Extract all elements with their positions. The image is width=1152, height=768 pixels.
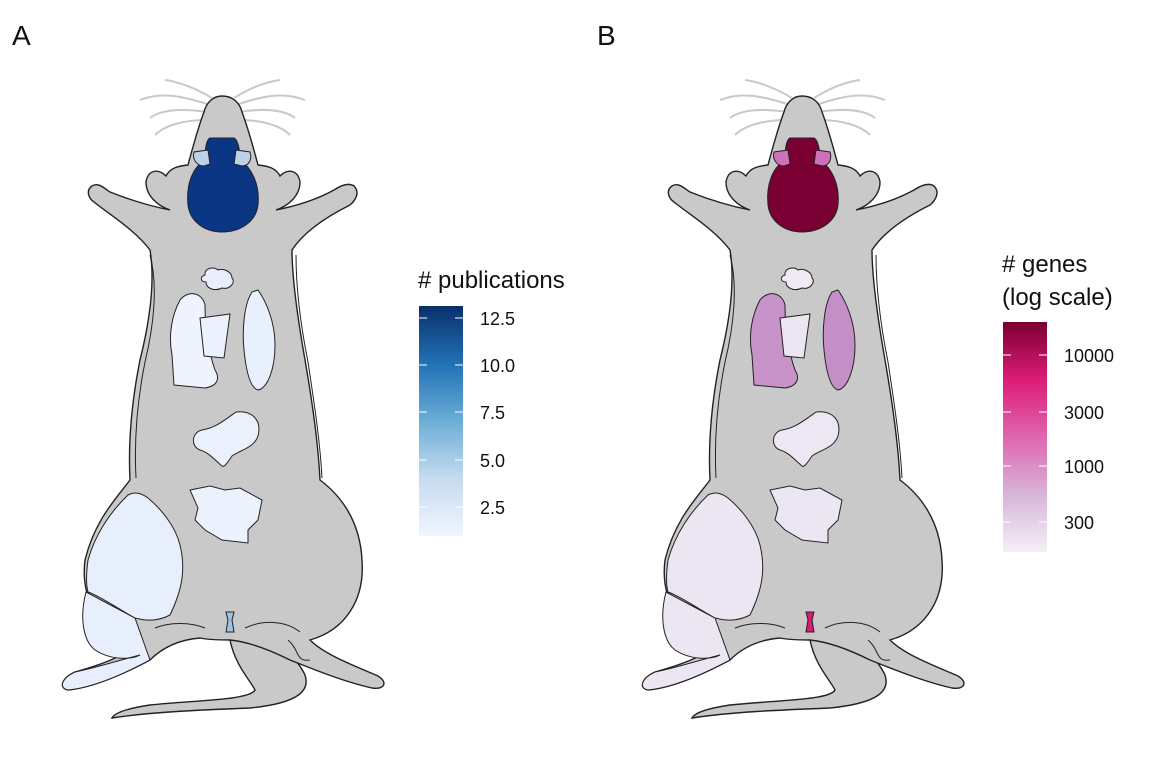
legend-b: # genes (log scale) 10000 3000 1000 300 [1002,251,1114,552]
panel-b: B # genes (log scale) [597,20,1114,719]
organ-stomach-a [193,411,260,467]
organ-lungs-a [200,267,234,291]
legend-tick-label: 7.5 [480,403,505,423]
legend-a: # publications 12.5 10.0 7.5 5.0 2.5 [418,267,565,536]
legend-colorbar-a [419,306,463,536]
legend-ticks-b [1003,354,1047,523]
organ-muscle-b [641,492,764,691]
organ-liver-left-b [749,293,798,389]
organ-heart-b [779,313,811,359]
legend-tick-label: 3000 [1064,403,1104,423]
panel-label-b: B [597,20,616,51]
organ-bladder-b [805,611,815,633]
legend-title-a: # publications [418,267,565,294]
organ-bladder-a [225,611,235,633]
legend-tick-label: 2.5 [480,498,505,518]
legend-tick-label: 300 [1064,513,1094,533]
organ-heart-a [199,313,231,359]
organs-a [61,137,276,691]
organ-olfactory-left-a [193,149,211,167]
legend-tick-label: 10.0 [480,356,515,376]
organ-olfactory-right-a [233,149,252,167]
legend-tick-label: 1000 [1064,457,1104,477]
organ-liver-left-a [169,293,218,389]
legend-tick-label: 12.5 [480,309,515,329]
panel-a: A # publications [12,20,565,719]
organ-muscle-a [61,492,184,691]
organ-lungs-b [780,267,814,291]
legend-title-b-line2: (log scale) [1002,284,1113,311]
organ-kidney-b [769,485,843,544]
legend-tick-label: 5.0 [480,451,505,471]
organs-b [641,137,856,691]
organ-stomach-b [773,411,840,467]
panel-label-a: A [12,20,31,51]
organ-liver-right-a [242,289,276,391]
legend-colorbar-b [1003,322,1047,552]
organ-liver-right-b [822,289,856,391]
legend-title-b-line1: # genes [1002,251,1087,278]
organ-kidney-a [189,485,263,544]
organ-olfactory-left-b [773,149,791,167]
legend-tick-label: 10000 [1064,346,1114,366]
legend-ticks-a [419,317,463,508]
organ-olfactory-right-b [813,149,832,167]
